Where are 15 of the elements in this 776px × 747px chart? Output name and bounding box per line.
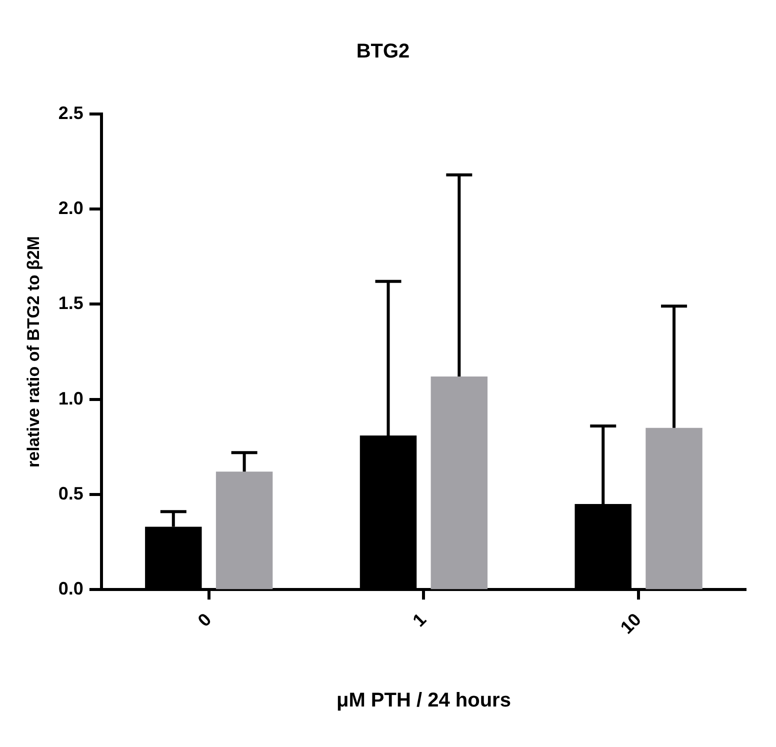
bar [646, 428, 702, 590]
x-tick-label: 10 [616, 609, 645, 638]
chart-title: BTG2 [356, 40, 410, 63]
y-tick-label: 2.0 [58, 198, 84, 218]
x-axis-title: μM PTH / 24 hours [336, 690, 511, 712]
y-tick-label: 1.0 [58, 388, 84, 408]
bar [430, 376, 488, 590]
y-axis-title: relative ratio of BTG2 to β2M [24, 236, 43, 468]
y-tick-label: 0.5 [58, 483, 84, 504]
y-tick-label: 2.5 [58, 102, 84, 123]
bar [216, 472, 273, 590]
y-tick-label: 1.5 [58, 293, 84, 314]
y-tick-label: 0.0 [58, 578, 84, 599]
x-tick-label: 0 [194, 609, 216, 631]
x-tick-label: 1 [408, 609, 430, 631]
